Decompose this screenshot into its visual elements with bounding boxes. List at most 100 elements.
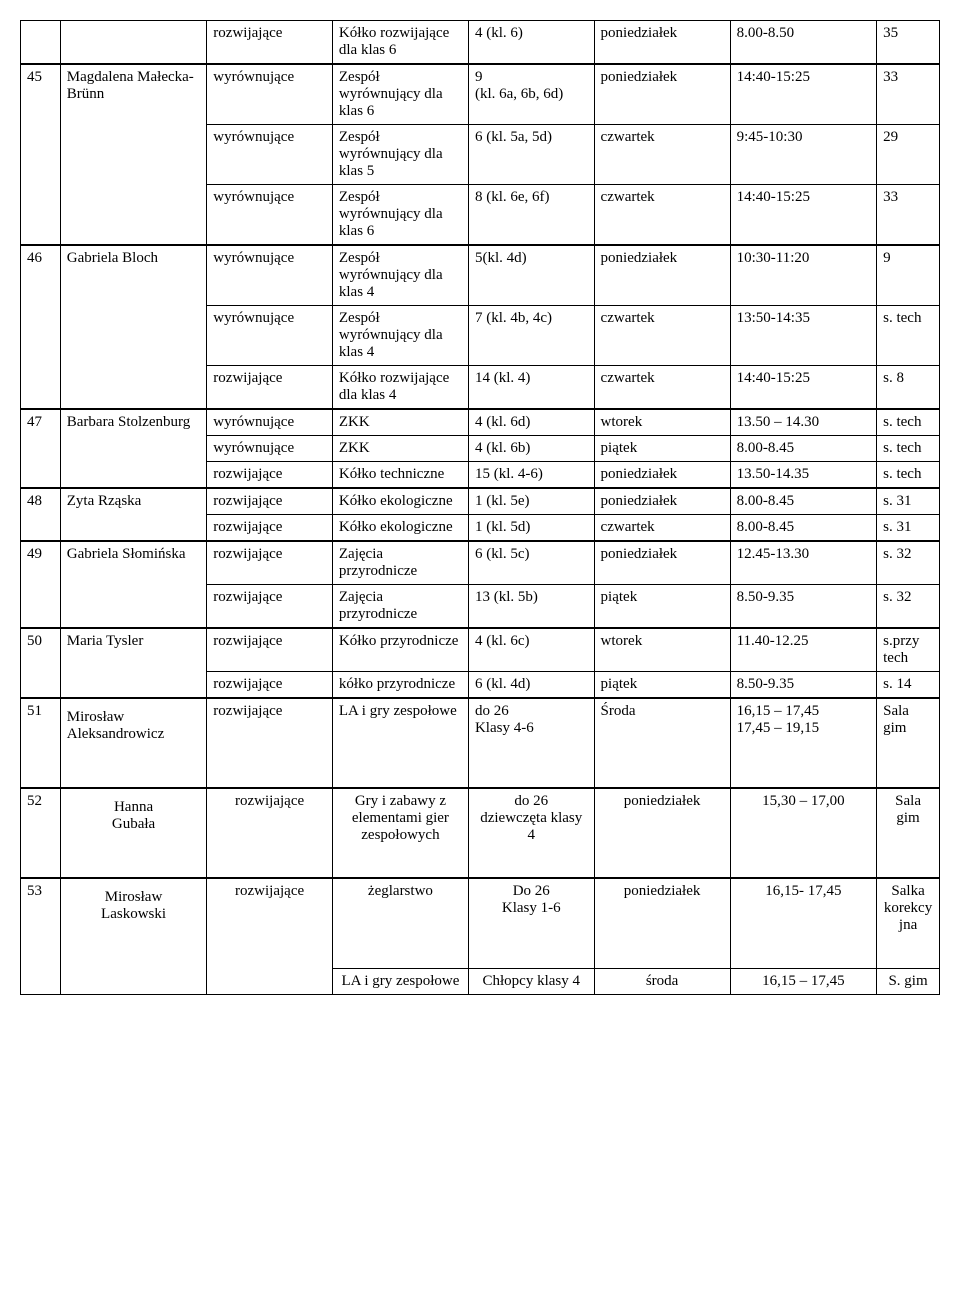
- group: 14 (kl. 4): [468, 366, 594, 410]
- activity-name: Kółko rozwijające dla klas 6: [332, 21, 468, 65]
- activity-name: Kółko ekologiczne: [332, 515, 468, 542]
- time: 16,15 – 17,45: [730, 968, 877, 994]
- row-number: 53: [21, 878, 61, 994]
- activity-name: Zajęcia przyrodnicze: [332, 585, 468, 629]
- time: 9:45-10:30: [730, 125, 877, 185]
- room: s. 32: [877, 541, 940, 585]
- table-row: 50Maria TyslerrozwijająceKółko przyrodni…: [21, 628, 940, 672]
- activity-type: wyrównujące: [207, 64, 333, 125]
- day: poniedziałek: [594, 64, 730, 125]
- time: 12.45-13.30: [730, 541, 877, 585]
- row-number: 51: [21, 698, 61, 788]
- table-row: 51MirosławAleksandrowiczrozwijająceLA i …: [21, 698, 940, 788]
- room: s.przy tech: [877, 628, 940, 672]
- activity-type: rozwijające: [207, 585, 333, 629]
- day: czwartek: [594, 306, 730, 366]
- activity-type: rozwijające: [207, 488, 333, 515]
- day: poniedziałek: [594, 462, 730, 489]
- activity-name: Gry i zabawy z elementami gier zespołowy…: [332, 788, 468, 878]
- group: 1 (kl. 5d): [468, 515, 594, 542]
- time: 14:40-15:25: [730, 64, 877, 125]
- room: s. 14: [877, 672, 940, 699]
- activity-type: rozwijające: [207, 788, 333, 878]
- room: Sala gim: [877, 788, 940, 878]
- time: 13:50-14:35: [730, 306, 877, 366]
- row-number: 50: [21, 628, 61, 698]
- activity-type: rozwijające: [207, 21, 333, 65]
- room: s. tech: [877, 462, 940, 489]
- activity-name: ZKK: [332, 409, 468, 436]
- activity-type: rozwijające: [207, 628, 333, 672]
- room: 35: [877, 21, 940, 65]
- activity-type: wyrównujące: [207, 185, 333, 246]
- row-number: 49: [21, 541, 61, 628]
- activity-name: Kółko przyrodnicze: [332, 628, 468, 672]
- day: czwartek: [594, 185, 730, 246]
- activity-name: żeglarstwo: [332, 878, 468, 968]
- room: s. tech: [877, 409, 940, 436]
- activity-name: Zespół wyrównujący dla klas 5: [332, 125, 468, 185]
- group: 5(kl. 4d): [468, 245, 594, 306]
- time: 10:30-11:20: [730, 245, 877, 306]
- row-number: [21, 21, 61, 65]
- activity-type: wyrównujące: [207, 409, 333, 436]
- time: 14:40-15:25: [730, 185, 877, 246]
- group: 4 (kl. 6b): [468, 436, 594, 462]
- activity-type: rozwijające: [207, 878, 333, 994]
- group: 4 (kl. 6c): [468, 628, 594, 672]
- day: czwartek: [594, 125, 730, 185]
- day: poniedziałek: [594, 21, 730, 65]
- teacher-name: Maria Tysler: [60, 628, 207, 698]
- activity-name: ZKK: [332, 436, 468, 462]
- room: 9: [877, 245, 940, 306]
- teacher-name: Zyta Rząska: [60, 488, 207, 541]
- activity-name: Zespół wyrównujący dla klas 4: [332, 306, 468, 366]
- group: 13 (kl. 5b): [468, 585, 594, 629]
- day: poniedziałek: [594, 245, 730, 306]
- table-row: rozwijająceKółko rozwijające dla klas 64…: [21, 21, 940, 65]
- day: poniedziałek: [594, 541, 730, 585]
- time: 8.00-8.45: [730, 488, 877, 515]
- time: 8.00-8.45: [730, 515, 877, 542]
- day: czwartek: [594, 515, 730, 542]
- teacher-name: HannaGubała: [60, 788, 207, 878]
- row-number: 45: [21, 64, 61, 245]
- day: poniedziałek: [594, 788, 730, 878]
- room: S. gim: [877, 968, 940, 994]
- room: 29: [877, 125, 940, 185]
- group: Do 26Klasy 1-6: [468, 878, 594, 968]
- activity-type: wyrównujące: [207, 436, 333, 462]
- group: 4 (kl. 6): [468, 21, 594, 65]
- group: 6 (kl. 5c): [468, 541, 594, 585]
- day: poniedziałek: [594, 878, 730, 968]
- table-row: 47Barbara StolzenburgwyrównująceZKK4 (kl…: [21, 409, 940, 436]
- time: 11.40-12.25: [730, 628, 877, 672]
- group: Chłopcy klasy 4: [468, 968, 594, 994]
- room: s. 32: [877, 585, 940, 629]
- activity-type: rozwijające: [207, 672, 333, 699]
- activity-name: Zespół wyrównujący dla klas 6: [332, 64, 468, 125]
- time: 8.00-8.50: [730, 21, 877, 65]
- room: s. tech: [877, 306, 940, 366]
- row-number: 52: [21, 788, 61, 878]
- room: 33: [877, 185, 940, 246]
- teacher-name: MirosławAleksandrowicz: [60, 698, 207, 788]
- day: czwartek: [594, 366, 730, 410]
- activity-type: rozwijające: [207, 541, 333, 585]
- activity-name: LA i gry zespołowe: [332, 968, 468, 994]
- row-number: 46: [21, 245, 61, 409]
- table-row: 49Gabriela SłomińskarozwijająceZajęcia p…: [21, 541, 940, 585]
- activity-name: Zespół wyrównujący dla klas 4: [332, 245, 468, 306]
- day: piątek: [594, 436, 730, 462]
- row-number: 48: [21, 488, 61, 541]
- activity-name: Zespół wyrównujący dla klas 6: [332, 185, 468, 246]
- group: do 26Klasy 4-6: [468, 698, 594, 788]
- time: 16,15- 17,45: [730, 878, 877, 968]
- room: s. 8: [877, 366, 940, 410]
- time: 8.00-8.45: [730, 436, 877, 462]
- teacher-name: [60, 21, 207, 65]
- activity-name: Kółko rozwijające dla klas 4: [332, 366, 468, 410]
- time: 13.50 – 14.30: [730, 409, 877, 436]
- group: 4 (kl. 6d): [468, 409, 594, 436]
- activity-name: Zajęcia przyrodnicze: [332, 541, 468, 585]
